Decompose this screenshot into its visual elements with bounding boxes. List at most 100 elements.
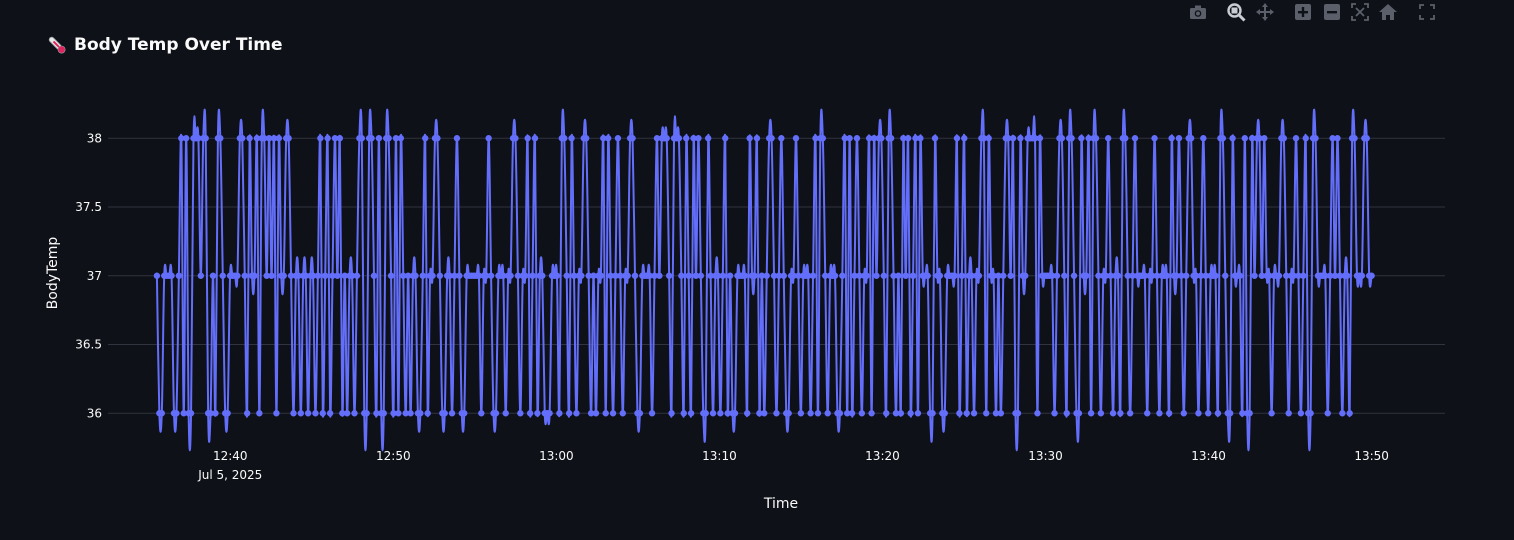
data-point[interactable] [363, 410, 370, 417]
data-point[interactable] [1192, 272, 1200, 279]
data-point[interactable] [268, 272, 275, 279]
data-point[interactable] [1307, 410, 1314, 417]
data-point[interactable] [348, 272, 356, 279]
data-point[interactable] [1251, 272, 1258, 279]
data-point[interactable] [1205, 410, 1212, 417]
data-point[interactable] [897, 410, 905, 417]
data-point[interactable] [844, 410, 851, 417]
data-point[interactable] [1014, 410, 1022, 417]
data-point[interactable] [678, 272, 685, 279]
data-point[interactable] [961, 135, 968, 142]
data-point[interactable] [865, 135, 873, 142]
data-point[interactable] [1058, 135, 1066, 142]
home-icon[interactable] [1378, 2, 1398, 22]
data-point[interactable] [1312, 135, 1319, 142]
data-point[interactable] [461, 410, 468, 417]
data-point[interactable] [556, 410, 563, 417]
data-point[interactable] [836, 410, 844, 417]
data-point[interactable] [1351, 135, 1358, 142]
data-point[interactable] [1229, 135, 1236, 142]
data-point[interactable] [795, 272, 802, 279]
data-point[interactable] [604, 135, 612, 142]
data-point[interactable] [585, 272, 592, 279]
data-point[interactable] [1107, 272, 1114, 279]
data-point[interactable] [680, 410, 687, 417]
data-point[interactable] [341, 272, 348, 279]
data-point[interactable] [270, 135, 278, 142]
data-point[interactable] [1336, 272, 1344, 279]
data-point[interactable] [1165, 410, 1173, 417]
data-point[interactable] [256, 410, 263, 417]
data-point[interactable] [158, 410, 165, 417]
data-point[interactable] [178, 135, 185, 142]
data-point[interactable] [265, 135, 273, 142]
data-point[interactable] [1129, 272, 1136, 279]
data-point[interactable] [578, 272, 585, 279]
data-point[interactable] [629, 135, 636, 142]
data-point[interactable] [483, 272, 490, 279]
data-point[interactable] [1009, 135, 1017, 142]
data-point[interactable] [758, 272, 766, 279]
data-point[interactable] [1148, 272, 1156, 279]
data-point[interactable] [1097, 410, 1105, 417]
data-point[interactable] [202, 135, 209, 142]
data-point[interactable] [275, 135, 283, 142]
data-point[interactable] [451, 272, 458, 279]
data-point[interactable] [1122, 135, 1129, 142]
data-point[interactable] [746, 135, 753, 142]
data-point[interactable] [717, 410, 724, 417]
data-point[interactable] [500, 272, 507, 279]
data-point[interactable] [424, 410, 431, 417]
data-point[interactable] [1226, 410, 1234, 417]
data-point[interactable] [651, 272, 658, 279]
data-point[interactable] [309, 272, 317, 279]
data-point[interactable] [1153, 272, 1161, 279]
data-point[interactable] [904, 135, 912, 142]
data-point[interactable] [1197, 272, 1205, 279]
data-point[interactable] [824, 410, 831, 417]
data-point[interactable] [724, 410, 731, 417]
data-point[interactable] [768, 135, 775, 142]
data-point[interactable] [1368, 272, 1375, 279]
data-point[interactable] [351, 410, 358, 417]
data-point[interactable] [614, 135, 622, 142]
data-point[interactable] [819, 135, 827, 142]
data-point[interactable] [890, 272, 897, 279]
data-point[interactable] [241, 272, 248, 279]
data-point[interactable] [726, 272, 734, 279]
data-point[interactable] [1297, 410, 1305, 417]
data-point[interactable] [697, 272, 705, 279]
data-point[interactable] [909, 272, 917, 279]
data-point[interactable] [329, 272, 336, 279]
data-point[interactable] [590, 272, 597, 279]
data-point[interactable] [1219, 135, 1227, 142]
data-point[interactable] [290, 410, 297, 417]
data-point[interactable] [1295, 272, 1302, 279]
data-point[interactable] [295, 272, 302, 279]
data-point[interactable] [531, 135, 539, 142]
data-point[interactable] [841, 135, 848, 142]
pan-icon[interactable] [1255, 2, 1275, 22]
data-point[interactable] [975, 272, 983, 279]
data-point[interactable] [453, 135, 461, 142]
data-point[interactable] [492, 410, 500, 417]
data-point[interactable] [1075, 410, 1083, 417]
data-point[interactable] [546, 410, 553, 417]
data-point[interactable] [1168, 135, 1175, 142]
data-point[interactable] [561, 135, 568, 142]
data-point[interactable] [370, 272, 378, 279]
data-point[interactable] [1151, 135, 1158, 142]
data-point[interactable] [195, 135, 202, 142]
zoom-out-icon[interactable] [1322, 2, 1342, 22]
data-point[interactable] [404, 272, 412, 279]
data-point[interactable] [761, 410, 768, 417]
data-point[interactable] [517, 410, 524, 417]
data-point[interactable] [607, 272, 614, 279]
data-point[interactable] [1265, 272, 1273, 279]
data-point[interactable] [780, 272, 787, 279]
data-point[interactable] [1180, 410, 1188, 417]
data-point[interactable] [600, 135, 607, 142]
data-point[interactable] [1258, 272, 1266, 279]
data-point[interactable] [173, 410, 180, 417]
data-point[interactable] [675, 135, 683, 142]
